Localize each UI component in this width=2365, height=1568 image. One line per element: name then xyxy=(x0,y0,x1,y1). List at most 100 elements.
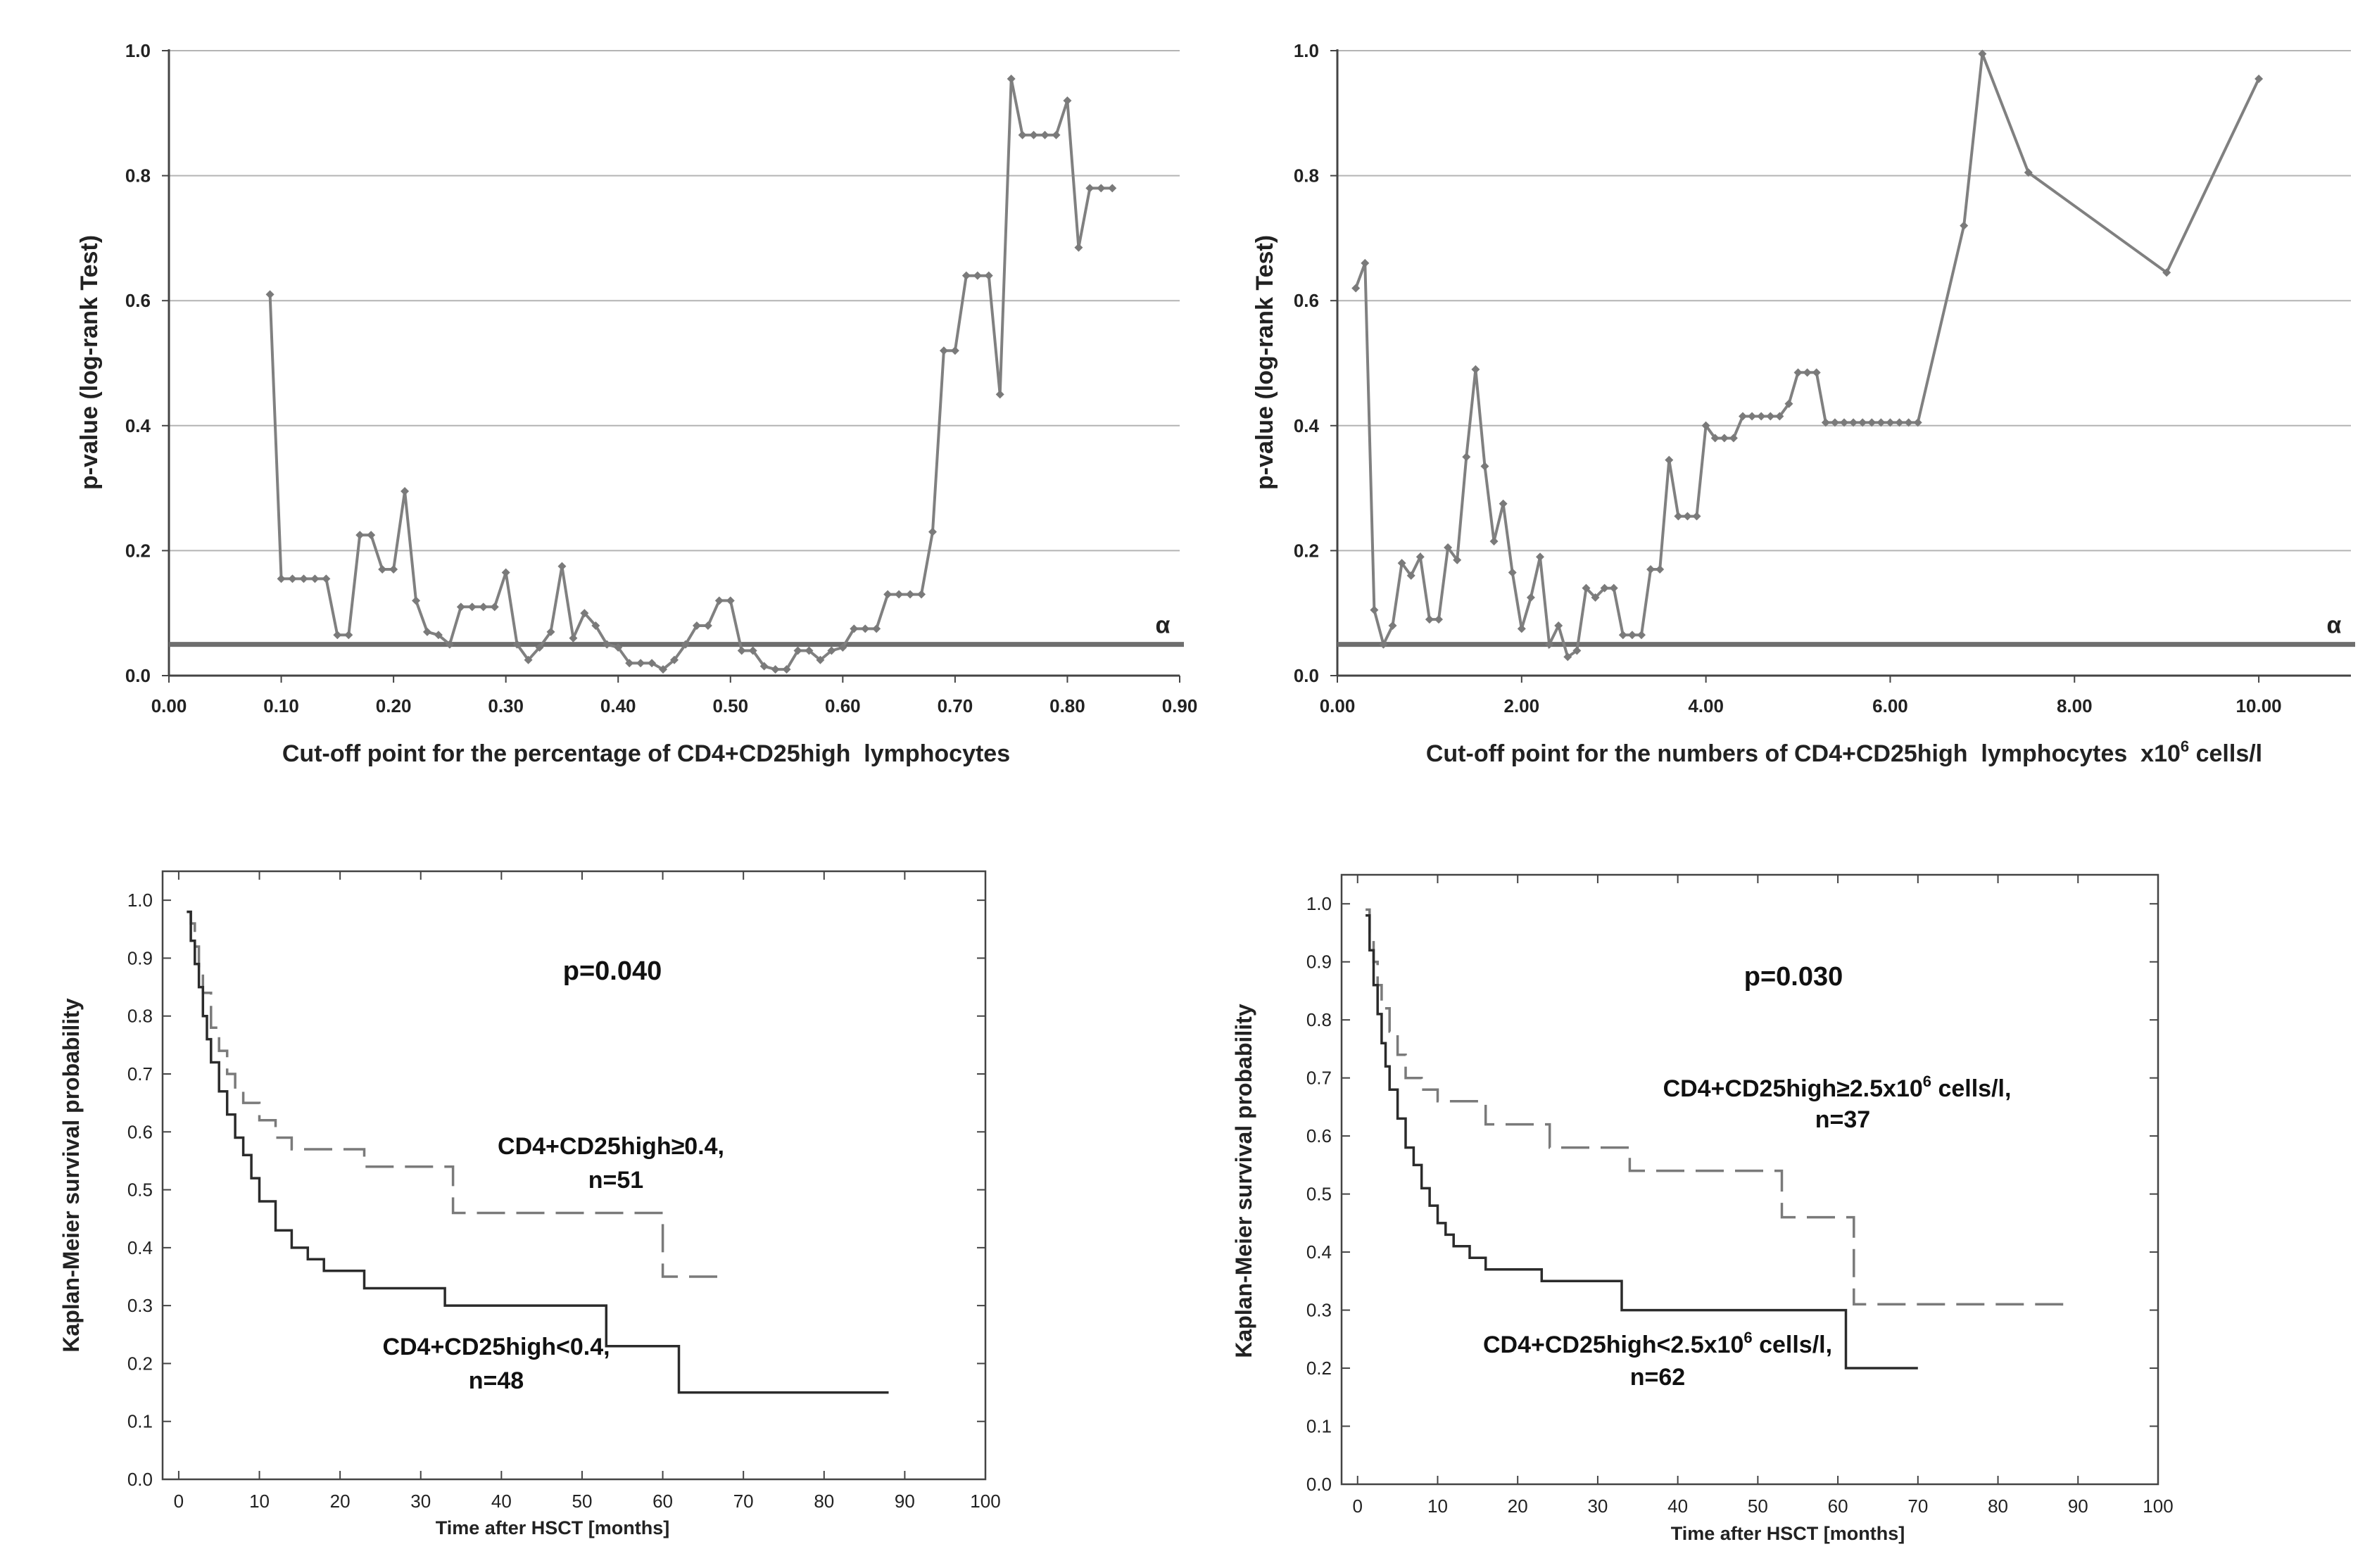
legend-high-n: n=37 xyxy=(1815,1106,1870,1133)
data-point xyxy=(939,346,948,355)
data-point xyxy=(1609,583,1618,593)
plot-frame xyxy=(1340,873,2159,1486)
data-point xyxy=(1886,418,1895,427)
km-curve-low xyxy=(1366,913,1918,1370)
data-point xyxy=(1775,412,1784,421)
data-point xyxy=(1858,418,1867,427)
x-tick-label: 30 xyxy=(410,1491,431,1512)
y-tick-label: 0.8 xyxy=(1306,1009,1332,1030)
data-point xyxy=(759,662,769,671)
data-point xyxy=(1720,434,1729,443)
data-point xyxy=(1406,571,1415,580)
plot-frame xyxy=(161,870,987,1481)
y-tick-label: 0.5 xyxy=(127,1180,153,1201)
legend-high-label-tail: cells/l, xyxy=(1931,1075,2011,1102)
data-point xyxy=(322,574,331,583)
data-point xyxy=(984,271,993,280)
data-point xyxy=(1097,184,1106,193)
legend-low-label-sup: 6 xyxy=(1743,1329,1752,1346)
x-tick-label: 60 xyxy=(1828,1496,1848,1517)
legend-high-label: CD4+CD25high≥2.5x106 cells/l, xyxy=(1663,1073,2012,1102)
data-point xyxy=(580,609,589,618)
data-point xyxy=(535,643,544,652)
x-tick-label: 2.00 xyxy=(1504,695,1540,716)
legend-low-label-main: CD4+CD25high<2.5x10 xyxy=(1483,1332,1743,1358)
data-point xyxy=(1554,621,1563,630)
x-axis-label: Time after HSCT [months] xyxy=(1671,1523,1905,1544)
data-point xyxy=(1425,615,1434,624)
data-point xyxy=(1052,130,1061,139)
x-tick-label: 70 xyxy=(733,1491,754,1512)
data-point xyxy=(714,596,724,605)
y-tick-label: 0.2 xyxy=(127,1353,153,1374)
data-point xyxy=(1674,512,1683,521)
y-tick-label: 0.9 xyxy=(127,947,153,968)
data-point xyxy=(569,633,578,643)
x-tick-label: 0.00 xyxy=(1320,695,1356,716)
data-point xyxy=(838,643,847,652)
y-tick-label: 0.4 xyxy=(1306,1241,1332,1263)
data-point xyxy=(1784,399,1793,408)
y-tick-label: 1.0 xyxy=(1306,893,1332,914)
data-point xyxy=(1701,421,1710,430)
y-tick-label: 0.4 xyxy=(127,1237,153,1258)
x-tick-label: 10 xyxy=(1427,1496,1448,1517)
data-point xyxy=(1692,512,1701,521)
y-tick-label: 0.1 xyxy=(1306,1416,1332,1437)
data-point xyxy=(1591,593,1600,602)
data-point xyxy=(1434,615,1443,624)
x-tick-label: 0.80 xyxy=(1049,695,1085,716)
data-point xyxy=(1563,652,1572,662)
panel-percentage-cutoff: α 0.0 0.2 0.4 0.6 0.8 1.0 0.00 0.10 0.20 0.30 0.4… xyxy=(76,40,1197,767)
data-point xyxy=(288,574,297,583)
x-tick-label: 20 xyxy=(330,1491,351,1512)
x-tick-label: 0.50 xyxy=(712,695,748,716)
km-curve-high xyxy=(187,910,719,1278)
x-tick-label: 0.90 xyxy=(1162,695,1198,716)
y-tick-labels: 0.0 0.2 0.4 0.6 0.8 1.0 xyxy=(1294,40,1337,686)
p-value-label: p=0.040 xyxy=(563,956,662,986)
y-axis-label: Kaplan-Meier survival probability xyxy=(58,998,84,1352)
x-tick-label: 0 xyxy=(174,1491,184,1512)
y-tick-label: 0.3 xyxy=(1306,1300,1332,1321)
data-point xyxy=(467,602,477,612)
data-point xyxy=(1867,418,1877,427)
x-tick-label: 0.40 xyxy=(600,695,636,716)
y-tick-label: 1.0 xyxy=(127,890,153,911)
data-point xyxy=(1683,512,1692,521)
data-point xyxy=(1637,631,1646,640)
x-tick-label: 100 xyxy=(970,1491,1000,1512)
data-point xyxy=(1074,243,1083,252)
y-tick-label: 0.6 xyxy=(125,290,151,311)
data-point xyxy=(1960,221,1969,230)
x-tick-label: 60 xyxy=(652,1491,673,1512)
y-tick-label: 0.6 xyxy=(127,1121,153,1142)
data-point xyxy=(1517,624,1526,633)
x-tick-labels: 0 10 20 30 40 50 60 70 80 90 100 xyxy=(174,871,1001,1512)
data-point xyxy=(1063,96,1072,106)
x-tick-label: 6.00 xyxy=(1872,695,1908,716)
data-point xyxy=(1018,130,1027,139)
x-tick-label: 50 xyxy=(572,1491,592,1512)
data-point xyxy=(995,390,1004,399)
data-point xyxy=(1600,583,1609,593)
y-tick-label: 0.7 xyxy=(127,1063,153,1085)
y-tick-label: 0.7 xyxy=(1306,1068,1332,1089)
y-axis-label: Kaplan-Meier survival probability xyxy=(1231,1004,1256,1358)
y-tick-labels: 0.0 0.2 0.4 0.6 0.8 1.0 xyxy=(125,40,169,686)
legend-high-label-sup: 6 xyxy=(1923,1073,1931,1090)
data-point xyxy=(703,621,712,630)
data-point xyxy=(973,271,982,280)
data-point xyxy=(1840,418,1848,427)
data-point xyxy=(961,271,971,280)
data-point xyxy=(648,659,657,668)
x-tick-label: 90 xyxy=(895,1491,915,1512)
data-point xyxy=(1536,552,1544,562)
x-tick-label: 0.20 xyxy=(376,695,412,716)
x-tick-labels: 0 10 20 30 40 50 60 70 80 90 100 xyxy=(1353,875,2174,1517)
data-point xyxy=(501,568,510,577)
data-point xyxy=(456,602,465,612)
x-axis-label-superscript: 6 xyxy=(2181,738,2189,755)
data-point xyxy=(1812,368,1821,377)
x-tick-label: 90 xyxy=(2068,1496,2088,1517)
